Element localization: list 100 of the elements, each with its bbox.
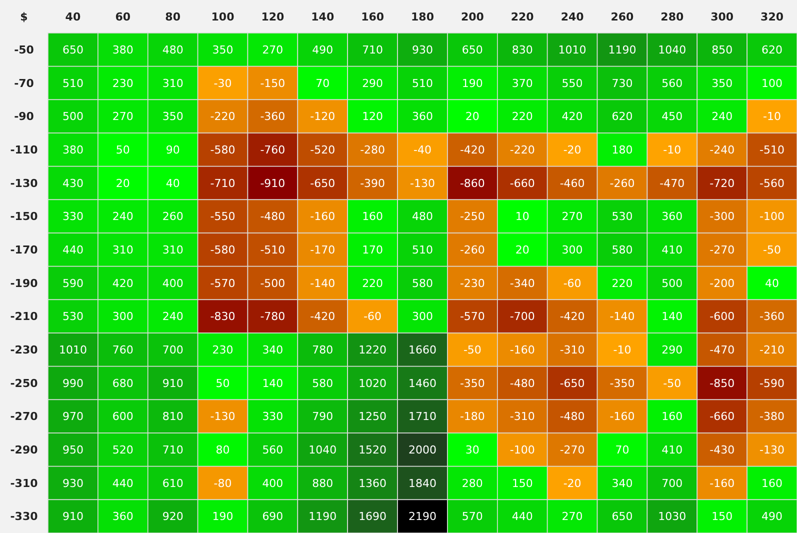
data-label: 1190 (608, 44, 636, 57)
data-label: 360 (112, 510, 134, 524)
data-label: -570 (460, 310, 485, 324)
data-label: -270 (560, 444, 585, 457)
data-label: 760 (112, 344, 134, 357)
data-label: 440 (112, 476, 134, 490)
data-label: 270 (562, 510, 583, 524)
data-label: 710 (162, 444, 184, 457)
data-label: 150 (712, 510, 733, 524)
data-label: -650 (560, 376, 585, 390)
data-label: -380 (760, 410, 785, 424)
data-label: 240 (712, 110, 733, 124)
data-label: 730 (612, 76, 633, 90)
data-label: 410 (662, 244, 683, 257)
data-label: -580 (210, 144, 236, 157)
y-tick-label: -250 (10, 376, 38, 390)
data-label: -850 (710, 376, 735, 390)
x-tick-label: 140 (311, 10, 334, 24)
data-label: -50 (463, 344, 482, 357)
data-label: 290 (662, 344, 683, 357)
data-label: 490 (312, 44, 334, 57)
data-label: -470 (710, 344, 735, 357)
data-label: -50 (763, 244, 782, 257)
data-label: -250 (460, 210, 485, 224)
data-label: -80 (214, 476, 232, 490)
data-label: 440 (62, 244, 84, 257)
data-label: 230 (112, 76, 134, 90)
data-label: 880 (312, 476, 334, 490)
data-label: -100 (510, 444, 535, 457)
data-label: 270 (562, 210, 583, 224)
data-label: -130 (210, 410, 236, 424)
x-tick-label: 120 (261, 10, 285, 24)
data-label: -560 (760, 176, 785, 190)
data-label: 290 (362, 76, 384, 90)
data-label: 300 (562, 244, 583, 257)
x-tick-label: 240 (560, 10, 584, 24)
data-label: -180 (460, 410, 485, 424)
data-label: -830 (210, 310, 236, 324)
data-label: 930 (412, 44, 433, 57)
data-label: -480 (560, 410, 585, 424)
data-label: 1360 (358, 476, 387, 490)
data-label: 300 (112, 310, 134, 324)
y-tick-label: -230 (10, 344, 38, 357)
data-label: 80 (216, 444, 230, 457)
y-tick-label: -110 (10, 144, 38, 157)
data-label: 20 (116, 176, 130, 190)
data-label: -420 (310, 310, 336, 324)
data-label: 180 (612, 144, 633, 157)
data-label: 500 (662, 276, 683, 290)
data-label: -20 (563, 476, 582, 490)
data-label: -510 (760, 144, 785, 157)
y-tick-label: -70 (14, 76, 34, 90)
data-label: 1220 (358, 344, 387, 357)
data-label: 230 (212, 344, 234, 357)
data-label: 480 (412, 210, 433, 224)
data-label: -430 (710, 444, 735, 457)
data-label: -350 (610, 376, 635, 390)
data-label: 510 (412, 76, 433, 90)
data-label: 50 (116, 144, 130, 157)
data-label: 70 (316, 76, 330, 90)
data-label: 160 (662, 410, 683, 424)
data-label: 420 (112, 276, 134, 290)
data-label: 270 (262, 44, 284, 57)
data-label: 70 (615, 444, 630, 457)
data-label: 340 (262, 344, 284, 357)
data-label: 90 (166, 144, 180, 157)
y-tick-label: -150 (10, 210, 38, 224)
data-label: 380 (62, 144, 84, 157)
data-label: 270 (112, 110, 134, 124)
data-label: -160 (610, 410, 635, 424)
data-label: -760 (260, 144, 286, 157)
data-label: -360 (260, 110, 286, 124)
data-label: -240 (710, 144, 735, 157)
data-label: -10 (663, 144, 682, 157)
data-label: 710 (362, 44, 384, 57)
data-label: -520 (310, 144, 336, 157)
data-label: -210 (760, 344, 785, 357)
data-label: 1520 (358, 444, 387, 457)
data-label: 850 (712, 44, 733, 57)
data-label: 650 (62, 44, 84, 57)
x-tick-label: 40 (65, 10, 81, 24)
data-label: 780 (312, 344, 334, 357)
data-label: 530 (612, 210, 633, 224)
data-label: 520 (112, 444, 134, 457)
data-label: -50 (663, 376, 682, 390)
data-label: 120 (362, 110, 384, 124)
data-label: -150 (260, 76, 286, 90)
data-label: 580 (412, 276, 433, 290)
data-label: -360 (760, 310, 785, 324)
data-label: 970 (62, 410, 84, 424)
data-label: 420 (562, 110, 583, 124)
data-label: -720 (710, 176, 735, 190)
data-label: -420 (460, 144, 485, 157)
data-label: 340 (612, 476, 633, 490)
data-label: 160 (362, 210, 384, 224)
data-label: 1190 (308, 510, 337, 524)
data-label: -510 (260, 244, 286, 257)
data-label: 240 (112, 210, 134, 224)
data-label: -60 (563, 276, 582, 290)
data-label: -130 (410, 176, 435, 190)
